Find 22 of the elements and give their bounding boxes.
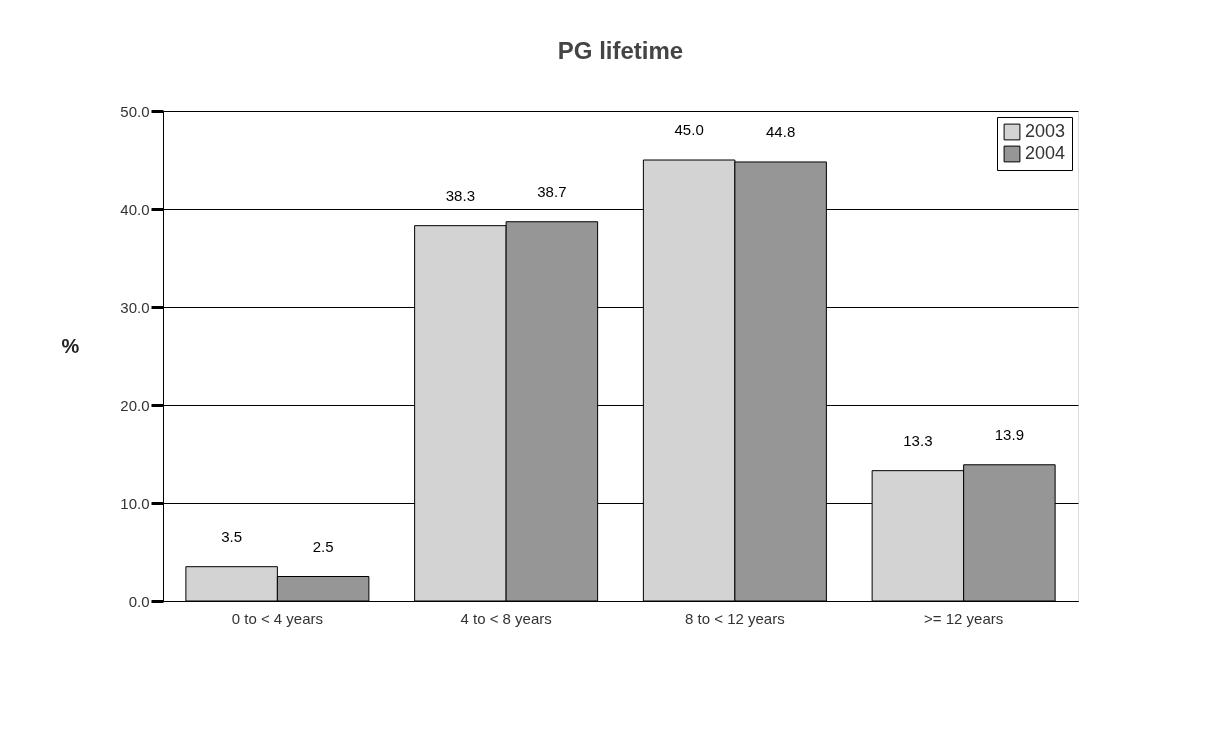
y-tick-label: 0.0: [128, 592, 150, 610]
data-label: 13.9: [994, 425, 1024, 443]
legend-label: 2003: [1025, 121, 1066, 141]
y-tick-label: 40.0: [120, 200, 150, 218]
y-tick-label: 20.0: [120, 396, 150, 414]
x-tick-label: 0 to < 4 years: [231, 609, 324, 627]
x-tick-label: 4 to < 8 years: [460, 609, 552, 627]
y-axis-title: %: [61, 334, 80, 357]
legend-label: 2004: [1025, 143, 1066, 163]
data-label: 38.7: [537, 182, 567, 200]
data-label: 13.3: [903, 431, 933, 449]
data-label: 3.5: [221, 527, 243, 545]
data-label: 2.5: [312, 537, 334, 555]
data-label: 45.0: [674, 121, 704, 138]
data-label: 44.8: [766, 122, 796, 140]
x-tick-label: >= 12 years: [924, 609, 1004, 627]
data-label: 38.3: [445, 186, 475, 204]
x-tick-label: 8 to < 12 years: [685, 609, 785, 627]
y-tick-label: 10.0: [120, 494, 150, 512]
y-tick-label: 50.0: [120, 102, 150, 120]
chart-title: PG lifetime: [557, 37, 684, 64]
y-tick-label: 30.0: [120, 298, 150, 316]
